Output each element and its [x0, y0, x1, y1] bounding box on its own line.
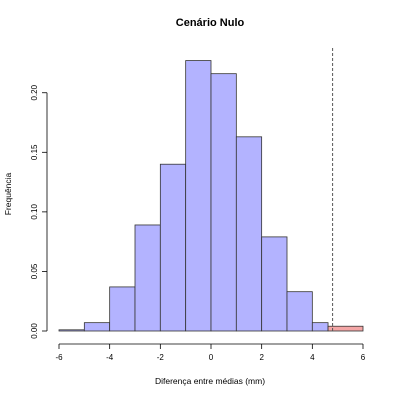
histogram-bar-10 [311, 322, 329, 332]
histogram-bar-5 [185, 60, 212, 332]
histogram-bar-11 [327, 325, 364, 332]
histogram-bar-6 [210, 73, 237, 332]
chart-title: Cenário Nulo [176, 17, 245, 29]
y-axis-label: Frequência [3, 172, 13, 215]
histogram-bar-2 [109, 286, 136, 332]
axes-layer: -6 -4 -2 0 2 4 6 0.00 0.05 0.10 0.15 0.20 [30, 84, 366, 362]
x-tick-label-0: -6 [55, 353, 63, 362]
x-tick-label-2: -2 [157, 353, 165, 362]
histogram-bar-1 [83, 322, 111, 332]
x-tick-label-5: 4 [310, 353, 315, 362]
histogram-bar-9 [286, 291, 313, 332]
x-tick-label-4: 2 [259, 353, 264, 362]
x-tick-label-3: 0 [209, 353, 214, 362]
y-tick-label-1: 0.05 [30, 263, 39, 279]
bars-layer [58, 60, 364, 332]
histogram-bar-8 [261, 236, 288, 332]
y-tick-label-4: 0.20 [30, 84, 39, 100]
y-tick-label-0: 0.00 [30, 323, 39, 339]
x-tick-label-1: -4 [106, 353, 114, 362]
histogram-bar-3 [134, 224, 161, 332]
histogram-bar-4 [159, 163, 187, 332]
x-axis-label: Diferença entre médias (mm) [155, 376, 265, 386]
y-tick-label-3: 0.15 [30, 144, 39, 160]
y-tick-label-2: 0.10 [30, 204, 39, 220]
histogram-bar-7 [235, 136, 263, 332]
x-tick-label-6: 6 [361, 353, 366, 362]
histogram-bar-0 [58, 329, 85, 332]
